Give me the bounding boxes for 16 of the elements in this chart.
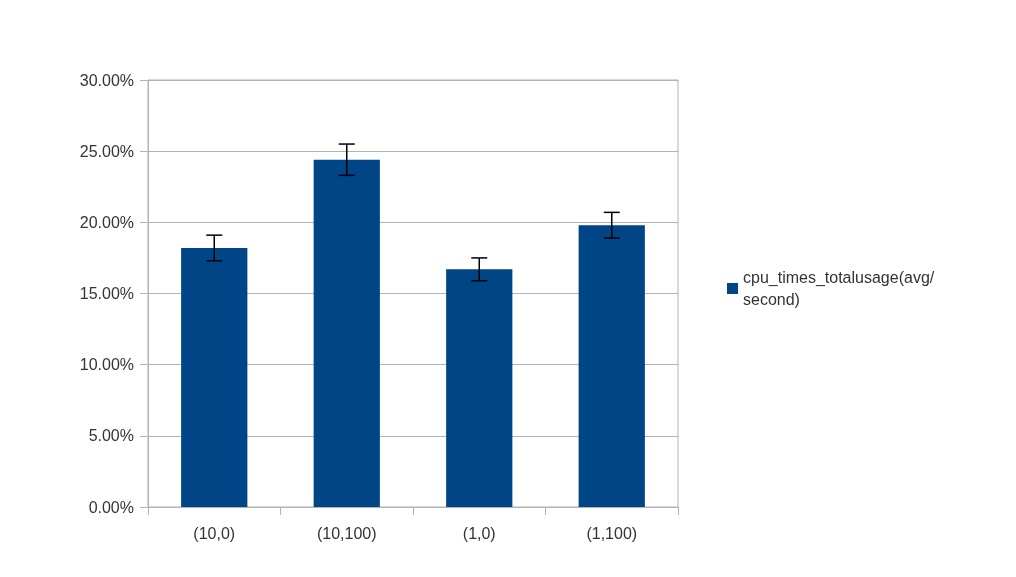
legend-label: cpu_times_totalusage(avg/second) [743,269,935,308]
y-tick-label: 25.00% [79,142,134,160]
bar [313,159,380,507]
x-tick-label: (1,0) [462,524,496,542]
y-tick-label: 30.00% [79,71,134,89]
y-tick-label: 0.00% [88,498,134,516]
bar [578,225,645,507]
x-tick-label: (10,100) [316,524,377,542]
y-tick-label: 5.00% [88,427,134,445]
y-tick-label: 10.00% [79,356,134,374]
bar [181,247,248,507]
x-tick-label: (10,0) [193,524,236,542]
x-tick-label: (1,100) [586,524,638,542]
bar [446,269,513,507]
y-tick-label: 15.00% [79,285,134,302]
y-tick-label: 20.00% [79,213,134,231]
